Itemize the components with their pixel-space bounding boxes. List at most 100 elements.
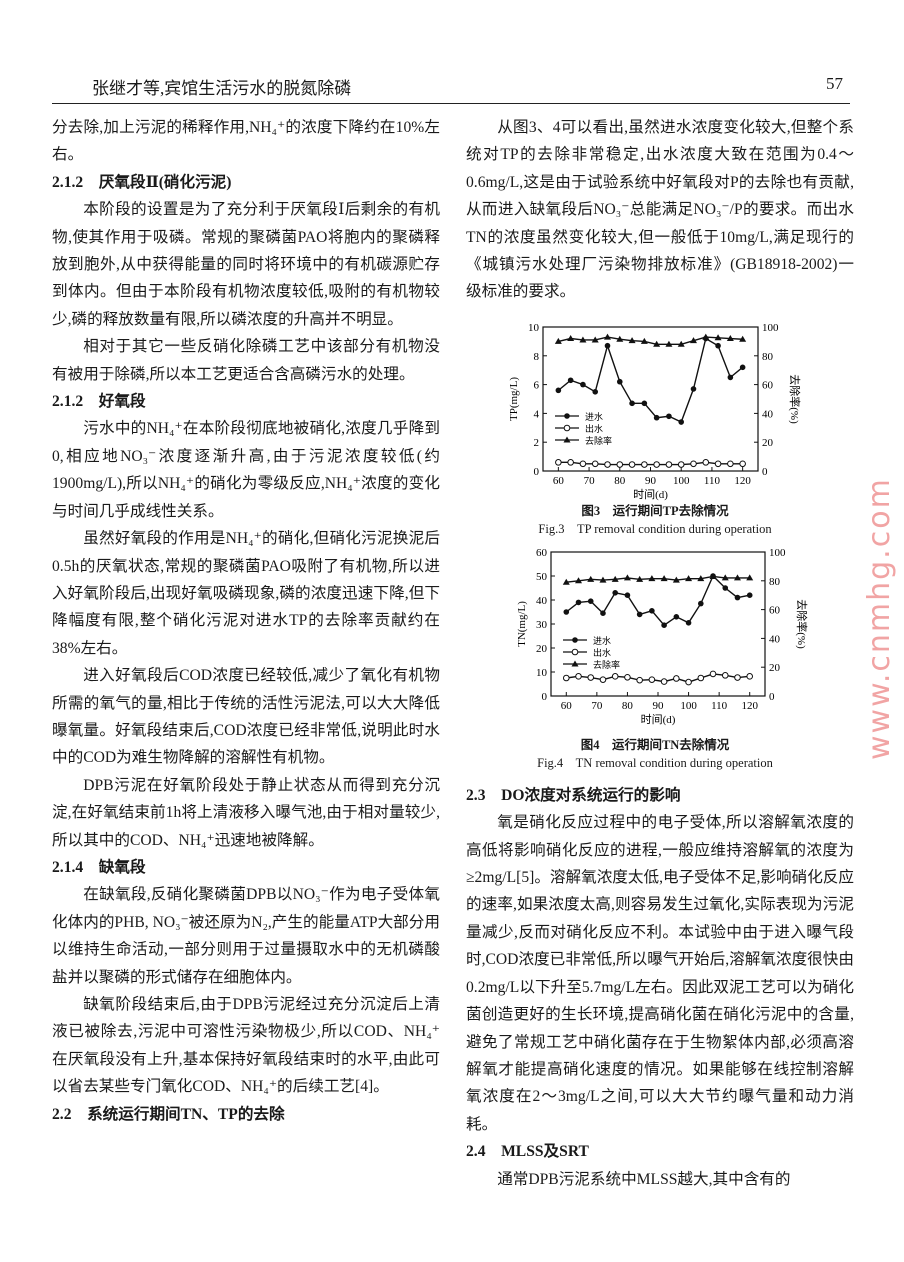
data-point (746, 574, 754, 581)
data-point (623, 574, 631, 581)
data-point (714, 334, 722, 341)
x-tick-label: 80 (614, 475, 626, 487)
data-point (727, 460, 734, 467)
legend-marker (571, 648, 579, 656)
section-heading: 2.2 系统运行期间TN、TP的去除 (52, 1105, 285, 1123)
data-point (555, 458, 562, 466)
figure-4: 60 70 80 90 100 110 120 0 10 20 30 40 50 60 0 20 40 60 80 1… (500, 544, 810, 772)
paragraph: 缺氧阶段结束后,由于DPB污泥经过充分沉淀后上清液已被除去,污泥中可溶性污染物极… (52, 996, 440, 1096)
paragraph: 污水中的NH₄⁺在本阶段彻底地被硝化,浓度几乎降到0,相应地NO₃⁻浓度逐渐升高… (52, 420, 440, 520)
data-point (678, 419, 685, 425)
data-point (641, 461, 648, 468)
tp-chart: 60 70 80 90 100 110 1200246810020406080100时间(d… (508, 322, 802, 501)
y-tick-label: 50 (536, 571, 548, 583)
section-heading: 2.4 MLSS及SRT (466, 1143, 589, 1161)
data-point (690, 460, 697, 467)
data-point (554, 337, 562, 344)
data-point (611, 672, 619, 680)
data-point (567, 377, 574, 383)
y2-tick-label: 100 (769, 547, 786, 559)
paragraph: 通常DPB污泥系统中MLSS越大,其中含有的 (497, 1170, 791, 1188)
y2-tick-label: 40 (769, 633, 781, 645)
data-point (579, 460, 587, 467)
y2-axis-label: 去除率(%) (788, 374, 802, 424)
legend-marker (563, 436, 571, 443)
y-tick-label: 0 (534, 466, 540, 478)
data-point (702, 458, 710, 466)
plot-frame (550, 551, 766, 697)
data-point (685, 619, 692, 626)
y2-tick-label: 100 (762, 322, 779, 334)
x-tick-label: 120 (734, 475, 751, 487)
data-point (739, 335, 747, 342)
data-point (653, 461, 660, 468)
y2-tick-label: 60 (769, 604, 781, 616)
left-column: 分去除,加上污泥的稀释作用,NH₄⁺的浓度下降约在10%左右。 2.1.2 厌氧段… (52, 114, 440, 1128)
data-point (649, 607, 655, 614)
data-point (628, 337, 636, 344)
y-tick-label: 10 (536, 667, 548, 679)
data-point (734, 594, 741, 601)
y-tick-label: 0 (542, 691, 548, 703)
series-line-0 (557, 337, 744, 423)
x-tick-label: 80 (622, 700, 634, 712)
x-tick-label: 70 (584, 475, 596, 487)
x-tick-label: 70 (591, 700, 603, 712)
data-point (624, 673, 631, 681)
page-number: 57 (826, 74, 843, 93)
x-tick-label: 60 (561, 700, 573, 712)
data-point (661, 622, 667, 628)
data-point (685, 574, 693, 581)
data-point (665, 340, 673, 347)
data-point (562, 674, 570, 682)
y-axis-label: TN(mg/L) (516, 601, 528, 647)
data-point (702, 333, 710, 340)
paragraph: 相对于其它一些反硝化除磷工艺中该部分有机物没有被用于除磷,所以本工艺更适合含高磷… (52, 338, 440, 383)
data-point (580, 381, 586, 388)
y-tick-label: 10 (528, 322, 540, 334)
data-point (726, 334, 734, 341)
data-point (636, 575, 644, 582)
figure-3-caption-en: Fig.3 TP removal condition during operat… (538, 521, 772, 536)
section-heading: 2.1.2 好氧段 (52, 393, 146, 411)
data-point (673, 675, 680, 682)
series-line-1 (566, 673, 750, 683)
section-heading: 2.3 DO浓度对系统运行的影响 (466, 786, 681, 804)
y2-axis-label: 去除率(%) (795, 599, 809, 649)
legend-label: 进水 (593, 635, 611, 647)
y-tick-label: 2 (534, 437, 540, 449)
y2-tick-label: 0 (769, 691, 775, 703)
x-axis-label: 时间(d) (633, 488, 668, 501)
data-point (591, 336, 599, 343)
data-point (599, 576, 607, 583)
legend-label: 出水 (593, 647, 611, 659)
data-point (697, 574, 705, 581)
series-line-0 (565, 574, 750, 626)
y-tick-label: 60 (536, 547, 548, 559)
data-point (698, 600, 704, 607)
tn-chart: 60 70 80 90 100 110 120 0 10 20 30 40 50 60 0 20 40 60 80 1… (516, 547, 809, 726)
data-point (555, 387, 562, 394)
y-tick-label: 4 (534, 408, 540, 420)
y2-tick-label: 60 (762, 379, 774, 391)
data-point (653, 340, 661, 347)
data-point (640, 337, 648, 344)
legend-marker (572, 637, 578, 643)
legend-label: 出水 (585, 423, 603, 435)
x-tick-label: 90 (645, 475, 657, 487)
y2-tick-label: 80 (769, 576, 781, 588)
right-column: 从图3、4可以看出,虽然进水浓度变化较大,但整个系统对TP的去除非常稳定,出水浓… (466, 114, 854, 1193)
data-point (641, 400, 648, 406)
paragraph: 虽然好氧段的作用是NH₄⁺的硝化,但硝化污泥换泥后0.5h的厌氧状态,常规的聚磷… (52, 530, 440, 657)
data-point (660, 678, 668, 685)
data-point (563, 609, 570, 615)
data-point (666, 413, 672, 419)
y-tick-label: 8 (534, 351, 540, 363)
data-point (746, 672, 754, 680)
data-point (733, 574, 741, 581)
y2-tick-label: 20 (769, 662, 781, 674)
data-point (575, 577, 583, 584)
x-tick-label: 60 (553, 475, 565, 487)
data-point (739, 364, 746, 370)
data-point (672, 576, 680, 583)
